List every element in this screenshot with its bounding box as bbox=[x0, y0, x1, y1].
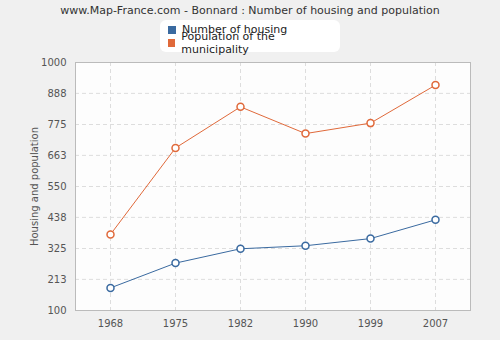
svg-text:888: 888 bbox=[47, 88, 66, 99]
svg-text:550: 550 bbox=[47, 181, 66, 192]
svg-text:100: 100 bbox=[47, 305, 66, 316]
html-text:www.Map-France.com - Bonnard :: www.Map-France.com - Bonnard : Number of… bbox=[60, 4, 440, 17]
svg-text:663: 663 bbox=[47, 150, 66, 161]
svg-text:1968: 1968 bbox=[98, 318, 123, 329]
svg-text:438: 438 bbox=[47, 212, 66, 223]
svg-text:1999: 1999 bbox=[358, 318, 383, 329]
html-text:Number of housing: Number of housing bbox=[182, 23, 288, 36]
svg-text:1975: 1975 bbox=[163, 318, 188, 329]
svg-text:325: 325 bbox=[47, 243, 66, 254]
svg-text:Housing and population: Housing and population bbox=[29, 127, 40, 246]
svg-text:1982: 1982 bbox=[228, 318, 253, 329]
svg-text:2007: 2007 bbox=[423, 318, 448, 329]
svg-text:1000: 1000 bbox=[41, 57, 66, 68]
html-text:Population of the municipality: Population of the municipality bbox=[181, 29, 275, 56]
svg-text:775: 775 bbox=[47, 119, 66, 130]
svg-text:213: 213 bbox=[47, 274, 66, 285]
svg-text:1990: 1990 bbox=[293, 318, 318, 329]
